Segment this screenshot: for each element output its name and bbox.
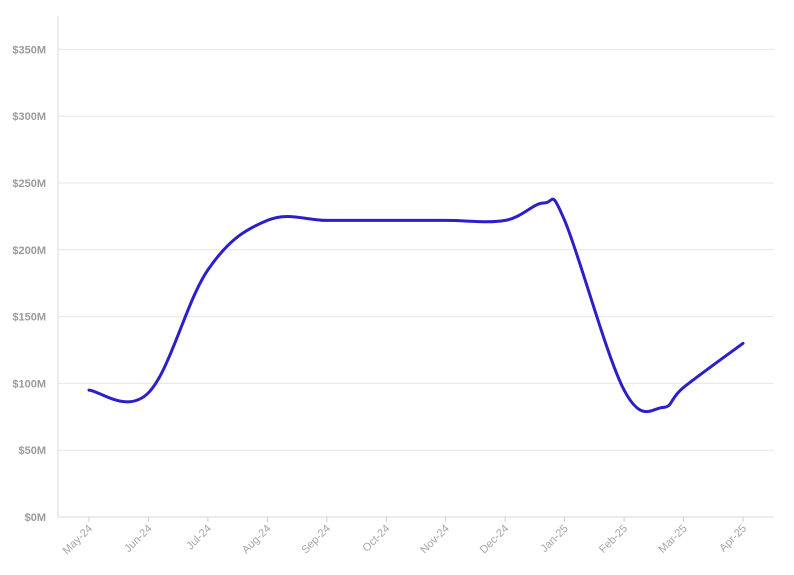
y-tick-label: $0M [25,512,46,524]
series-line-0 [87,197,745,413]
x-tick-label: May-24 [61,523,95,557]
x-tick-label: Dec-24 [478,523,512,557]
x-tick-label: Apr-25 [717,523,749,555]
x-tick-label: Nov-24 [418,523,452,557]
grid [58,48,774,518]
series-group [87,197,745,413]
y-tick-label: $50M [18,445,46,457]
x-tick-label: Jul-24 [184,523,214,553]
x-tick-label: Mar-25 [657,523,690,556]
y-tick-label: $250M [12,178,46,190]
x-tick-label: Jan-25 [538,523,570,555]
y-tick-label: $300M [12,111,46,123]
y-tick-label: $100M [12,378,46,390]
y-tick-label: $350M [12,44,46,56]
x-tick-label: Aug-24 [240,523,274,557]
y-axis: $0M $50M $100M $150M $200M $250M $300M $350M [12,16,59,524]
x-tick-label: Oct-24 [361,523,393,555]
x-tick-label: Feb-25 [597,523,630,556]
x-tick-label: Sep-24 [299,523,333,557]
y-tick-label: $150M [12,312,46,324]
x-tick-label: Jun-24 [122,523,154,555]
y-tick-label: $200M [12,245,46,257]
x-axis: May-24 Jun-24 Jul-24 Aug-24 Sep-24 Oct-24 Nov-… [61,517,749,557]
